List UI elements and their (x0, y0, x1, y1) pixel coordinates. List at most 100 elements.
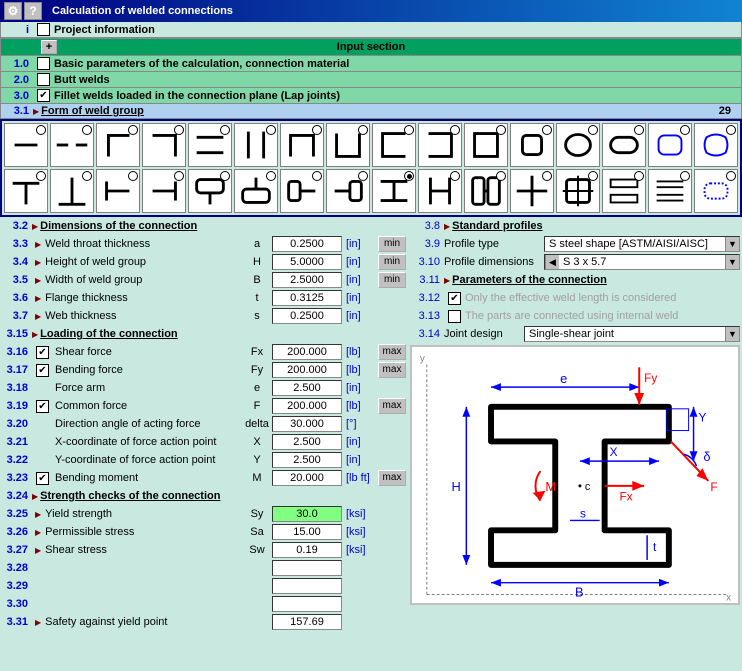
expand-button[interactable]: + (41, 40, 57, 54)
input-Fx[interactable]: 200.000 (272, 344, 342, 360)
params-header: 3.11 ▶ Parameters of the connection (408, 271, 742, 289)
weld-shape-21[interactable] (234, 169, 278, 213)
weld-shape-29[interactable] (602, 169, 646, 213)
weld-shape-19[interactable] (142, 169, 186, 213)
weld-shape-26[interactable] (464, 169, 508, 213)
weld-shape-28[interactable] (556, 169, 600, 213)
weld-shape-2[interactable] (96, 123, 140, 167)
btn-max-F[interactable]: max (378, 398, 406, 414)
strength-row-3.29: 3.29 (0, 577, 408, 595)
check-3.23[interactable]: ✔ (36, 472, 49, 485)
weld-shape-23[interactable] (326, 169, 370, 213)
weld-shape-3[interactable] (142, 123, 186, 167)
dim-row-3.5: 3.5▶Width of weld groupB2.5000[in]min (0, 271, 408, 289)
row-project-info: i Project information (0, 22, 742, 38)
input-H[interactable]: 5.0000 (272, 254, 342, 270)
input-s[interactable]: 0.2500 (272, 308, 342, 324)
dim-row-3.7: 3.7▶Web thicknesss0.2500[in] (0, 307, 408, 325)
btn-min-H[interactable]: min (378, 254, 406, 270)
btn-min-B[interactable]: min (378, 272, 406, 288)
btn-max-Fy[interactable]: max (378, 362, 406, 378)
weld-shape-10[interactable] (464, 123, 508, 167)
input-B[interactable]: 2.5000 (272, 272, 342, 288)
row-3-0[interactable]: 3.0 ✔ Fillet welds loaded in the connect… (0, 88, 742, 104)
val-3.27: 0.19 (272, 542, 342, 558)
weld-shape-18[interactable] (96, 169, 140, 213)
app-icon[interactable]: ⚙ (4, 2, 22, 20)
weld-shape-11[interactable] (510, 123, 554, 167)
right-column: 3.8 ▶ Standard profiles 3.9 Profile type… (408, 217, 742, 631)
check-3.19[interactable]: ✔ (36, 400, 49, 413)
btn-max-M[interactable]: max (378, 470, 406, 486)
check-project-info[interactable] (37, 23, 50, 36)
weld-shape-6[interactable] (280, 123, 324, 167)
weld-shape-0[interactable] (4, 123, 48, 167)
check-3-0[interactable]: ✔ (37, 89, 50, 102)
weld-shape-14[interactable] (648, 123, 692, 167)
input-e[interactable]: 2.500 (272, 380, 342, 396)
load-row-3.20: 3.20 Direction angle of acting forcedelt… (0, 415, 408, 433)
weld-shape-7[interactable] (326, 123, 370, 167)
input-F[interactable]: 200.000 (272, 398, 342, 414)
weld-shape-25[interactable] (418, 169, 462, 213)
weld-shape-13[interactable] (602, 123, 646, 167)
svg-text:B: B (575, 585, 584, 600)
strength-row-3.28: 3.28 (0, 559, 408, 577)
weld-shape-1[interactable] (50, 123, 94, 167)
svg-text:M: M (545, 479, 556, 494)
weld-shape-8[interactable] (372, 123, 416, 167)
btn-max-Fx[interactable]: max (378, 344, 406, 360)
check-2-0[interactable] (37, 73, 50, 86)
btn-min-a[interactable]: min (378, 236, 406, 252)
check-3-12[interactable]: ✔ (448, 292, 461, 305)
weld-shape-9[interactable] (418, 123, 462, 167)
profile-dim-combo[interactable]: ◀S 3 x 5.7▼ (544, 254, 740, 270)
weld-shape-27[interactable] (510, 169, 554, 213)
profile-type-combo[interactable]: S steel shape [ASTM/AISI/AISC]▼ (544, 236, 740, 252)
check-3.17[interactable]: ✔ (36, 364, 49, 377)
connection-diagram: y x H B e (410, 345, 740, 605)
weld-shape-12[interactable] (556, 123, 600, 167)
weld-shape-15[interactable] (694, 123, 738, 167)
weld-shape-4[interactable] (188, 123, 232, 167)
weld-shape-22[interactable] (280, 169, 324, 213)
input-X[interactable]: 2.500 (272, 434, 342, 450)
svg-text:t: t (653, 540, 657, 554)
profiles-header: 3.8 ▶ Standard profiles (408, 217, 742, 235)
help-icon[interactable]: ? (24, 2, 42, 20)
load-header: 3.15 ▶ Loading of the connection (0, 325, 408, 343)
input-delta[interactable]: 30.000 (272, 416, 342, 432)
val-3.25[interactable]: 30.0 (272, 506, 342, 522)
val-3.28 (272, 560, 342, 576)
input-a[interactable]: 0.2500 (272, 236, 342, 252)
load-row-3.16: 3.16✔Shear forceFx200.000[lb]max (0, 343, 408, 361)
weld-shape-30[interactable] (648, 169, 692, 213)
weld-shape-20[interactable] (188, 169, 232, 213)
load-row-3.22: 3.22 Y-coordinate of force action pointY… (0, 451, 408, 469)
load-row-3.21: 3.21 X-coordinate of force action pointX… (0, 433, 408, 451)
dim-row-3.3: 3.3▶Weld throat thicknessa0.2500[in]min (0, 235, 408, 253)
row-2-0[interactable]: 2.0 Butt welds (0, 72, 742, 88)
row-1-0[interactable]: 1.0 Basic parameters of the calculation,… (0, 56, 742, 72)
dim-header: 3.2 ▶ Dimensions of the connection (0, 217, 408, 235)
joint-combo[interactable]: Single-shear joint▼ (524, 326, 740, 342)
svg-text:H: H (452, 479, 461, 494)
dim-row-3.4: 3.4▶Height of weld groupH5.0000[in]min (0, 253, 408, 271)
load-row-3.17: 3.17✔Bending forceFy200.000[lb]max (0, 361, 408, 379)
weld-shape-16[interactable] (4, 169, 48, 213)
check-3.16[interactable]: ✔ (36, 346, 49, 359)
weld-shape-31[interactable] (694, 169, 738, 213)
weld-shape-24[interactable] (372, 169, 416, 213)
tri-icon: ▶ (33, 107, 39, 116)
check-3-13[interactable] (448, 310, 461, 323)
weld-shape-17[interactable] (50, 169, 94, 213)
input-M[interactable]: 20.000 (272, 470, 342, 486)
input-Y[interactable]: 2.500 (272, 452, 342, 468)
input-Fy[interactable]: 200.000 (272, 362, 342, 378)
strength-row-3.27: 3.27▶Shear stressSw0.19[ksi] (0, 541, 408, 559)
weld-shape-5[interactable] (234, 123, 278, 167)
check-1-0[interactable] (37, 57, 50, 70)
input-t[interactable]: 0.3125 (272, 290, 342, 306)
param-3-13: 3.13 The parts are connected using inter… (408, 307, 742, 325)
strength-header: 3.24 ▶ Strength checks of the connection (0, 487, 408, 505)
